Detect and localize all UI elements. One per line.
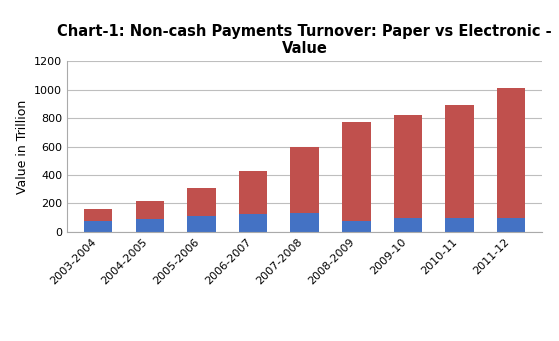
- Bar: [135, 219, 164, 232]
- Bar: [342, 221, 371, 232]
- Title: Chart-1: Non-cash Payments Turnover: Paper vs Electronic -
Value: Chart-1: Non-cash Payments Turnover: Pap…: [58, 24, 552, 56]
- Bar: [291, 147, 319, 213]
- Bar: [239, 171, 267, 214]
- Bar: [446, 105, 474, 218]
- Bar: [497, 88, 525, 218]
- Bar: [84, 209, 112, 221]
- Bar: [187, 188, 216, 216]
- Bar: [394, 115, 422, 218]
- Bar: [497, 218, 525, 232]
- Y-axis label: Value in Trillion: Value in Trillion: [16, 100, 29, 194]
- Bar: [187, 216, 216, 232]
- Bar: [135, 201, 164, 219]
- Bar: [446, 218, 474, 232]
- Bar: [84, 221, 112, 232]
- Bar: [394, 218, 422, 232]
- Bar: [291, 213, 319, 232]
- Bar: [239, 214, 267, 232]
- Bar: [342, 122, 371, 221]
